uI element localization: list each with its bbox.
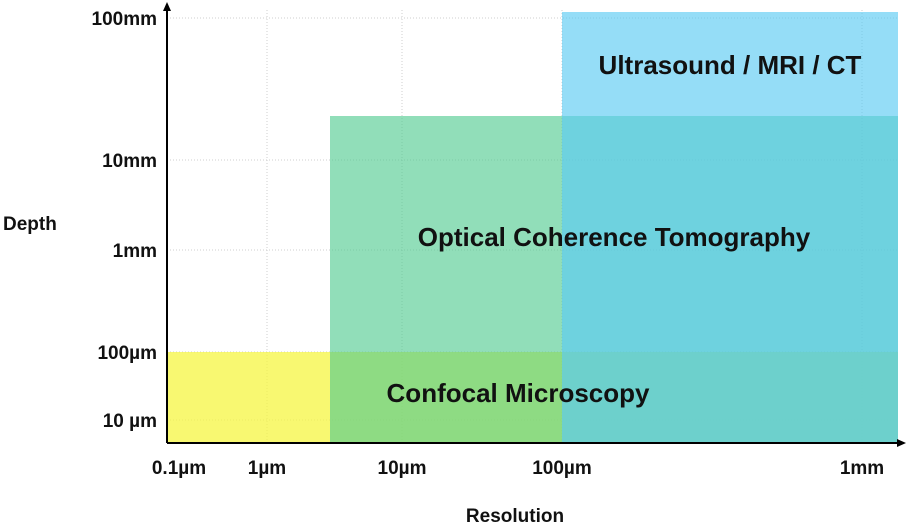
region-label-confocal-microscopy: Confocal Microscopy <box>387 378 650 408</box>
x-tick-label: 10µm <box>378 458 427 479</box>
y-tick-label: 100mm <box>92 9 158 30</box>
y-tick-label: 1mm <box>113 241 157 262</box>
x-tick-label: 0.1µm <box>152 458 206 479</box>
x-axis-title: Resolution <box>466 506 564 527</box>
region-ultrasound-mri-ct <box>562 12 898 443</box>
y-tick-label: 10 µm <box>103 411 157 432</box>
y-axis-title: Depth <box>3 214 57 235</box>
x-axis-arrow-icon <box>897 439 906 447</box>
region-label-ultrasound-mri-ct: Ultrasound / MRI / CT <box>599 50 862 80</box>
axes <box>163 2 906 447</box>
x-tick-label: 100µm <box>532 458 592 479</box>
y-tick-label: 100µm <box>97 343 157 364</box>
y-tick-label: 10mm <box>102 151 157 172</box>
region-labels: Confocal Microscopy Optical Coherence Tom… <box>387 50 862 408</box>
x-tick-label: 1µm <box>248 458 286 479</box>
region-label-optical-coherence-tomography: Optical Coherence Tomography <box>418 222 811 252</box>
imaging-regions <box>167 12 898 443</box>
y-axis-arrow-icon <box>163 2 171 11</box>
x-tick-label: 1mm <box>840 458 884 479</box>
tick-labels: 0.1µm 1µm 10µm 100µm 1mm 10 µm 100µm 1mm 10mm 100… <box>92 9 885 479</box>
